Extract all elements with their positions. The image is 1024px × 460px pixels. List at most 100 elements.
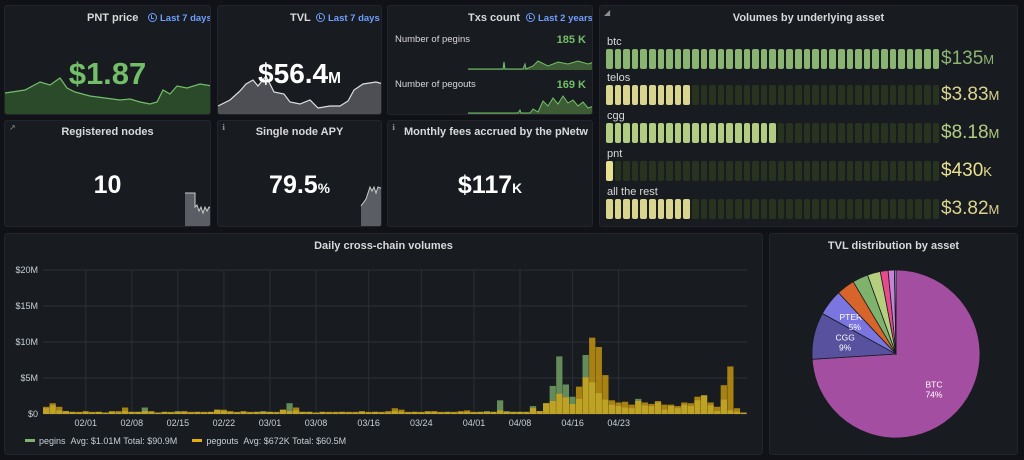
bar-pegouts [325, 411, 333, 414]
gauge-segment [829, 123, 837, 143]
txs-count-panel: Txs count Last 2 years Number of pegins … [387, 5, 593, 115]
gauge-segment [734, 161, 742, 181]
bar-pegouts [694, 396, 701, 414]
gauge-segment [872, 199, 879, 219]
pie-slice [894, 269, 897, 355]
gauge-segment [657, 161, 665, 181]
gauge-segment [803, 123, 811, 143]
gauge-segment [717, 199, 725, 219]
gauge-segment [838, 199, 845, 219]
gauge-segment [623, 85, 630, 105]
gauge-segment [726, 123, 733, 143]
gauge-segment [623, 199, 630, 219]
pegouts-count-label: Number of pegouts [395, 79, 476, 90]
bar-pegouts [424, 411, 431, 414]
gauge-segment [889, 49, 897, 69]
pie-label: PTERIA [839, 312, 870, 322]
gauge-segment [717, 161, 725, 181]
gauge-segment [915, 161, 922, 181]
gauge-segment [803, 161, 811, 181]
bar-pegouts [141, 411, 148, 414]
bar-pegouts [49, 403, 56, 414]
legend-swatch-pegins [25, 439, 35, 442]
bar-pegouts [75, 411, 83, 414]
x-tick-label: 02/22 [213, 418, 236, 428]
gauge-segment [803, 85, 811, 105]
gauge-segment [752, 49, 759, 69]
bar-pegouts [207, 411, 214, 414]
bar-pegouts [575, 386, 583, 414]
gauge-segment [906, 85, 914, 105]
gauge-segment [803, 49, 811, 69]
gauge-segment [683, 49, 690, 69]
gauge-segment [863, 161, 871, 181]
bar-pegouts [299, 411, 306, 414]
gauge-segment [674, 161, 682, 181]
legend-pegouts[interactable]: pegouts Avg: $672K Total: $60.5M [192, 436, 346, 446]
bar-pegouts [345, 411, 352, 414]
bar-pegouts [168, 411, 175, 414]
gauge-segment [760, 199, 768, 219]
y-tick-label: $0 [28, 409, 38, 419]
volume-gauge-telos [606, 85, 940, 105]
gauge-segment [631, 199, 639, 219]
clock-icon [526, 13, 535, 22]
gauge-segment [923, 85, 931, 105]
bar-pegouts [450, 411, 458, 414]
gauge-segment [717, 85, 725, 105]
bar-pegouts [135, 411, 142, 414]
info-icon[interactable]: ℹ [222, 123, 226, 132]
gauge-segment [606, 85, 613, 105]
bar-pegouts [404, 411, 412, 414]
bar-pegouts [194, 411, 201, 414]
volume-row-value: $3.83M [941, 84, 1000, 105]
tvl-sparkline [218, 74, 381, 114]
txs-time-badge[interactable]: Last 2 years [526, 13, 592, 24]
gauge-segment [829, 85, 837, 105]
gauge-segment [674, 123, 682, 143]
gauge-segment [606, 161, 613, 181]
gauge-segment [614, 199, 622, 219]
gauge-segment [674, 49, 682, 69]
tvl-time-badge[interactable]: Last 7 days [316, 13, 380, 24]
gauge-segment [820, 161, 828, 181]
volume-gauge-btc [606, 49, 940, 69]
volume-row-label: cgg [607, 110, 625, 122]
tvl-title: TVL [290, 12, 311, 24]
bar-pegouts [312, 412, 320, 414]
daily-volumes-legend: pegins Avg: $1.01M Total: $90.9M pegouts… [25, 436, 346, 446]
bar-pegouts [457, 411, 464, 414]
bar-pegins [496, 400, 504, 414]
gauge-segment [872, 123, 879, 143]
bar-pegouts [437, 411, 445, 414]
x-tick-label: 03/08 [305, 418, 328, 428]
bar-pegouts [286, 411, 293, 414]
gauge-segment [691, 123, 699, 143]
legend-pegins[interactable]: pegins Avg: $1.01M Total: $90.9M [25, 436, 177, 446]
bar-pegouts [200, 411, 208, 414]
gauge-segment [760, 49, 768, 69]
gauge-segment [846, 199, 854, 219]
x-tick-label: 02/01 [75, 418, 98, 428]
gauge-segment [648, 161, 656, 181]
gauge-segment [648, 199, 656, 219]
pnt-price-time-badge[interactable]: Last 7 days [148, 13, 210, 24]
gauge-segment [648, 123, 656, 143]
bar-pegouts [148, 411, 155, 414]
gauge-segment [657, 49, 665, 69]
bar-pegouts [549, 401, 556, 414]
info-icon[interactable]: ℹ [392, 123, 396, 132]
panel-corner-icon: ◢ [604, 8, 611, 17]
gauge-segment [829, 199, 837, 219]
gauge-segment [923, 161, 931, 181]
volume-gauge-cgg [606, 123, 940, 143]
external-link-icon[interactable]: ↗ [9, 123, 16, 132]
x-tick-label: 04/01 [463, 418, 486, 428]
gauge-segment [657, 85, 665, 105]
gauge-segment [855, 123, 862, 143]
registered-nodes-panel: ↗ Registered nodes 10 [4, 120, 211, 227]
gauge-segment [812, 161, 819, 181]
bar-pegouts [444, 411, 451, 414]
gauge-segment [906, 49, 914, 69]
tvl-distribution-panel: TVL distribution by asset BTC 74% CGG 9% PTE… [769, 233, 1018, 455]
